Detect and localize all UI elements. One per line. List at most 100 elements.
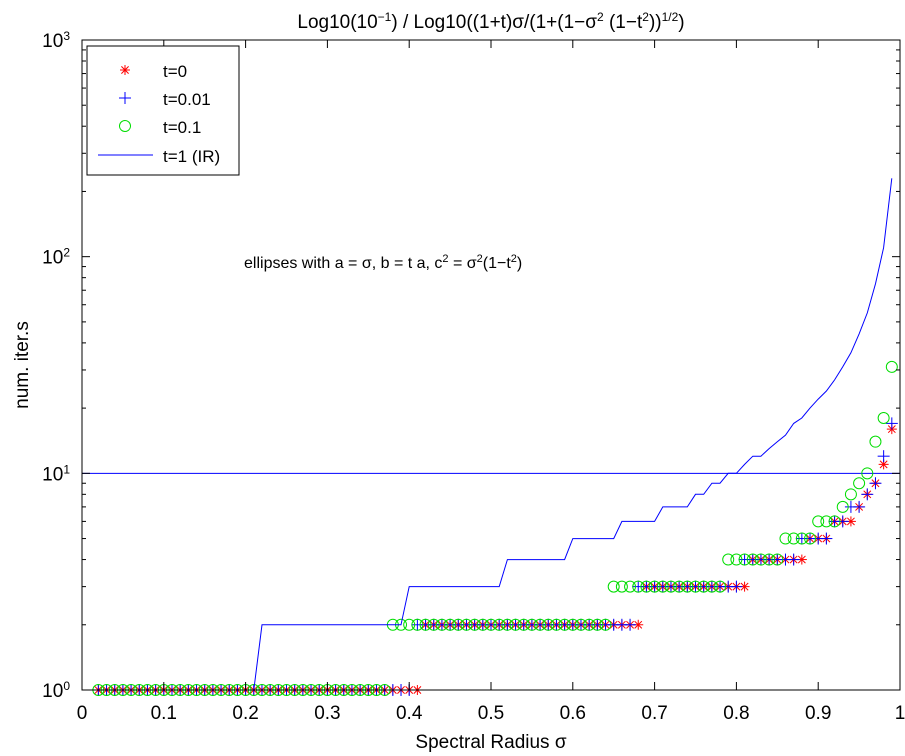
series-2-point [534, 618, 547, 631]
series-2-point [558, 618, 571, 631]
x-tick-label: 0.7 [641, 703, 667, 724]
series-2-point [853, 477, 866, 490]
series-2-point [460, 618, 473, 631]
series-2-point [648, 580, 661, 593]
y-tick-label: 101 [42, 462, 70, 485]
legend-marker-2 [119, 120, 131, 132]
y-axis-label: num. iter.s [12, 321, 33, 409]
annotation: ellipses with a = σ, b = t a, c2 = σ2(1−… [244, 253, 522, 272]
x-tick-label: 0.3 [314, 703, 340, 724]
legend-marker-0 [120, 65, 130, 75]
series-2-point [468, 618, 481, 631]
series-2-point [869, 435, 882, 448]
chart-title: Log10(10−1) / Log10((1+t)σ/(1+(1−σ2 (1−t… [297, 10, 684, 33]
series-2-point [664, 580, 677, 593]
series-2-point [714, 580, 727, 593]
series-2-point [501, 618, 514, 631]
series-2-point [411, 618, 424, 631]
series-2-point [574, 618, 587, 631]
series-2-point [517, 618, 530, 631]
series-2-point [730, 553, 743, 566]
series-2-point [419, 618, 432, 631]
series-2-point [583, 618, 596, 631]
series-2-point [542, 618, 555, 631]
x-axis-label: Spectral Radius σ [415, 732, 566, 753]
series-2-point [722, 553, 735, 566]
series-2-point [779, 532, 792, 545]
x-tick-label: 0.6 [560, 703, 586, 724]
series-2-point [885, 360, 898, 373]
x-tick-label: 0.5 [478, 703, 504, 724]
series-2-point [615, 580, 628, 593]
series-2-point [476, 618, 489, 631]
series-1-point [853, 500, 866, 513]
series-2-point [689, 580, 702, 593]
series-1-point [730, 580, 743, 593]
series-2-point [452, 618, 465, 631]
series-2-point [844, 488, 857, 501]
series-1-point [836, 515, 849, 528]
series-2-point [746, 553, 759, 566]
series-2-point [738, 553, 751, 566]
series-2-point [787, 532, 800, 545]
series-1-point [861, 488, 874, 501]
series-2-point [812, 515, 825, 528]
series-2-point [771, 553, 784, 566]
axis-ticks: 0 0.1 0.2 0.3 0.4 0.5 0.6 0.7 0.8 0.9 1 100 101 102 10… [42, 29, 905, 724]
series-2-point [607, 580, 620, 593]
series-2-point [624, 580, 637, 593]
series-line-ir [98, 178, 893, 691]
legend-marker-1 [119, 92, 131, 104]
series-2-point [795, 532, 808, 545]
legend-label-t001: t=0.01 [163, 90, 211, 109]
x-tick-label: 0 [77, 703, 88, 724]
series-2-point [754, 553, 767, 566]
y-tick-label: 100 [42, 679, 70, 702]
series-2-point [828, 515, 841, 528]
legend-label-t01: t=0.1 [163, 118, 201, 137]
series-2-point [763, 553, 776, 566]
series-2-point [820, 515, 833, 528]
series-2-point [509, 618, 522, 631]
x-tick-label: 0.2 [232, 703, 258, 724]
series-2-point [427, 618, 440, 631]
x-tick-label: 0.1 [151, 703, 177, 724]
x-tick-label: 0.8 [723, 703, 749, 724]
series-1-point [869, 477, 882, 490]
series-2-point [632, 580, 645, 593]
series-2-point [640, 580, 653, 593]
series-2-point [804, 532, 817, 545]
series-2-point [435, 618, 448, 631]
series-2-point [673, 580, 686, 593]
series-2-point [493, 618, 506, 631]
series-1-point [624, 618, 637, 631]
series-2-point [444, 618, 457, 631]
series-1-point [885, 417, 898, 430]
series-2-point [599, 618, 612, 631]
legend-box [86, 45, 240, 176]
series-2-point [485, 618, 497, 631]
series-2-point [861, 467, 874, 480]
series-2-point [656, 580, 669, 593]
x-tick-label: 1 [895, 703, 905, 724]
legend: t=0 t=0.01 t=0.1 t=1 (IR) [86, 45, 240, 176]
series-1-point [820, 532, 833, 545]
series-1-point [787, 553, 800, 566]
series-2-point [681, 580, 694, 593]
legend-markers [98, 65, 153, 156]
legend-label-t1: t=1 (IR) [163, 147, 220, 166]
series-2-point [591, 618, 604, 631]
series-2-point [525, 618, 538, 631]
x-tick-label: 0.9 [805, 703, 831, 724]
y-tick-label: 103 [42, 29, 70, 52]
series-2-point [697, 580, 710, 593]
series-2-point [877, 412, 890, 425]
series-2-point [705, 580, 718, 593]
series-1-point [877, 450, 890, 463]
series-2-point [566, 618, 579, 631]
series-2-point [836, 500, 849, 513]
series-2-point [550, 618, 563, 631]
series-2-point [403, 618, 416, 631]
x-tick-label: 0.4 [396, 703, 423, 724]
